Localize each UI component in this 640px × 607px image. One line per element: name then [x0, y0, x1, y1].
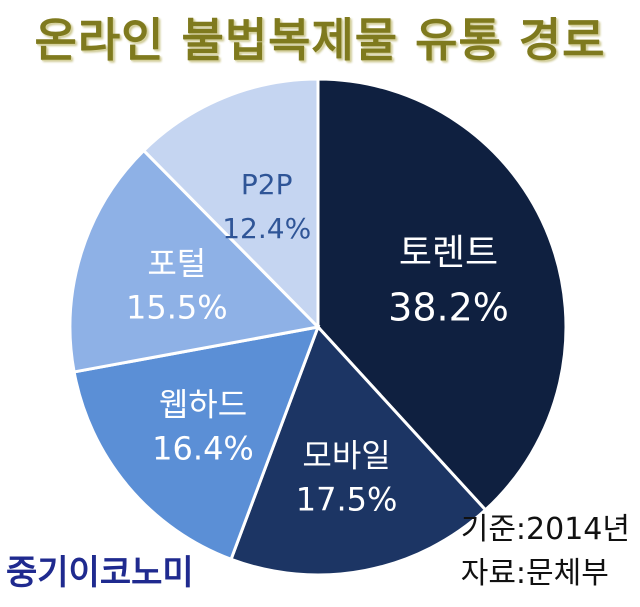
source-note: 기준:2014년 자료:문체부 — [461, 508, 630, 596]
pie-slice — [68, 148, 322, 374]
slice-category-label: 포털 — [147, 245, 206, 283]
pie-slice — [316, 77, 568, 513]
slice-category-label: 웹하드 — [159, 385, 247, 423]
slice-value-label: 17.5% — [296, 480, 398, 518]
pie-labels: 토렌트 38.2% 모바일 17.5% 웹하드 16.4% 포털 15.5% P2P 12.4% — [126, 168, 509, 518]
source-ministry: 자료:문체부 — [460, 556, 609, 591]
slice-category-label: 모바일 — [302, 436, 390, 474]
slice-value-label: 12.4% — [222, 212, 311, 245]
pie-slice — [229, 324, 488, 577]
pie-slice — [141, 77, 320, 331]
chart-title: 온라인 불법복제물 유통 경로 — [34, 13, 606, 67]
brand-logo-text: 중기이코노미 — [6, 553, 194, 593]
slice-value-label: 16.4% — [152, 429, 254, 467]
pie-slice — [72, 325, 321, 562]
slice-value-label: 38.2% — [388, 285, 509, 329]
source-year: 기준:2014년 — [460, 512, 630, 547]
slice-value-label: 15.5% — [126, 289, 228, 327]
pie-slices — [68, 77, 568, 577]
slice-category-label: P2P — [241, 168, 293, 201]
slice-category-label: 토렌트 — [399, 232, 498, 273]
